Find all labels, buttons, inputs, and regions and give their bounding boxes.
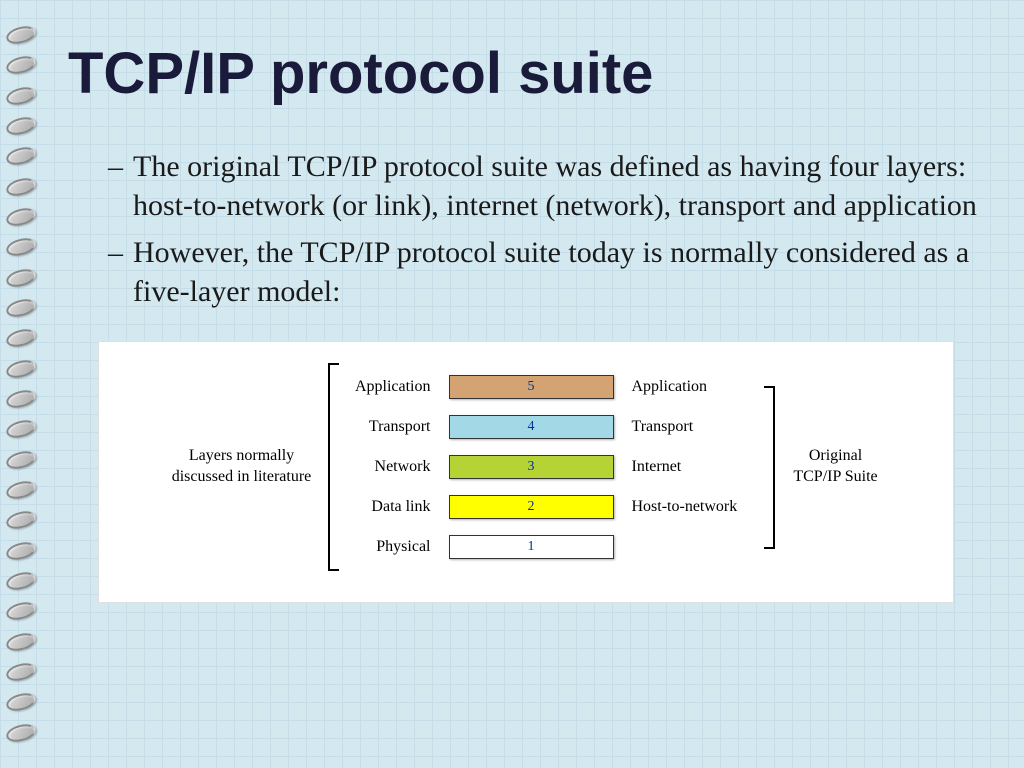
layer-row: Data link 2 Host-to-network xyxy=(341,495,762,519)
layer-right-label: Transport xyxy=(632,418,762,436)
slide-content: TCP/IP protocol suite – The original TCP… xyxy=(48,0,1024,633)
spiral-binding xyxy=(6,0,42,768)
layer-diagram: Layers normally discussed in literature … xyxy=(98,341,954,603)
layer-right-label: Host-to-network xyxy=(632,498,762,516)
layer-row: Transport 4 Transport xyxy=(341,415,762,439)
right-bracket xyxy=(762,385,780,550)
bullet-item: – The original TCP/IP protocol suite was… xyxy=(108,147,984,225)
bullet-text: The original TCP/IP protocol suite was d… xyxy=(133,147,984,225)
layer-box: 2 xyxy=(449,495,614,519)
slide-title: TCP/IP protocol suite xyxy=(68,40,984,107)
bullet-dash: – xyxy=(108,147,123,225)
bullet-dash: – xyxy=(108,233,123,311)
left-bracket xyxy=(323,362,341,572)
left-bracket-caption: Layers normally discussed in literature xyxy=(167,446,317,488)
right-bracket-caption: Original TCP/IP Suite xyxy=(786,446,886,488)
layer-row: Physical 1 xyxy=(341,535,762,559)
layers-table: Application5ApplicationTransport4Transpo… xyxy=(341,375,762,559)
layer-left-label: Physical xyxy=(341,538,431,556)
bullet-item: – However, the TCP/IP protocol suite tod… xyxy=(108,233,984,311)
layer-box: 5 xyxy=(449,375,614,399)
layer-box: 1 xyxy=(449,535,614,559)
bullet-text: However, the TCP/IP protocol suite today… xyxy=(133,233,984,311)
layer-right-label: Application xyxy=(632,378,762,396)
layer-left-label: Transport xyxy=(341,418,431,436)
layer-box: 3 xyxy=(449,455,614,479)
layer-box: 4 xyxy=(449,415,614,439)
layer-left-label: Data link xyxy=(341,498,431,516)
bullet-list: – The original TCP/IP protocol suite was… xyxy=(68,147,984,311)
layer-left-label: Network xyxy=(341,458,431,476)
layer-right-label: Internet xyxy=(632,458,762,476)
layer-row: Application 5 Application xyxy=(341,375,762,399)
layer-row: Network 3 Internet xyxy=(341,455,762,479)
layer-left-label: Application xyxy=(341,378,431,396)
